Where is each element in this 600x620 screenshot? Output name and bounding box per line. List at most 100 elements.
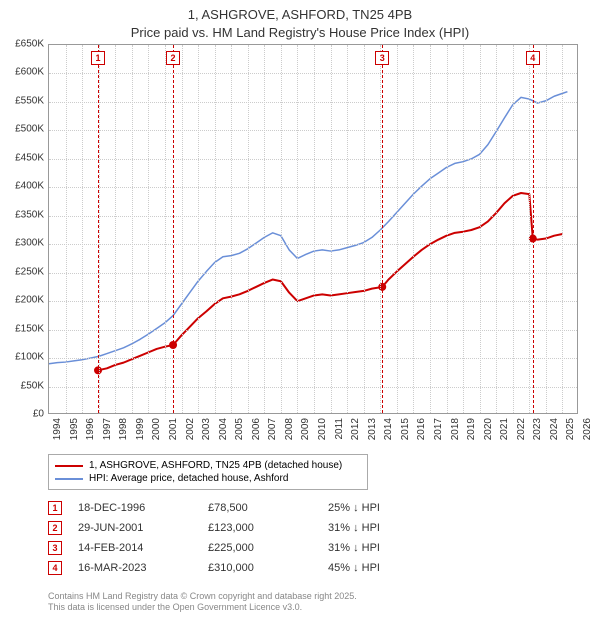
sale-event-price: £225,000 [208,542,328,554]
gridline-v [115,45,116,413]
gridline-v [82,45,83,413]
sale-marker-badge: 2 [166,51,180,65]
y-tick-label: £0 [0,409,44,420]
sale-event-price: £310,000 [208,562,328,574]
gridline-v [215,45,216,413]
gridline-h [49,102,577,103]
gridline-h [49,244,577,245]
gridline-h [49,358,577,359]
x-tick-label: 2006 [251,418,262,440]
x-tick-label: 2005 [234,418,245,440]
gridline-v [132,45,133,413]
gridline-v [413,45,414,413]
gridline-v [231,45,232,413]
title-line-1: 1, ASHGROVE, ASHFORD, TN25 4PB [0,6,600,24]
sale-marker-line [533,45,534,413]
title-block: 1, ASHGROVE, ASHFORD, TN25 4PB Price pai… [0,0,600,45]
chart-container: 1, ASHGROVE, ASHFORD, TN25 4PB Price pai… [0,0,600,620]
x-tick-label: 2004 [218,418,229,440]
gridline-v [380,45,381,413]
legend-swatch-price [55,465,83,467]
gridline-v [364,45,365,413]
table-row: 314-FEB-2014£225,00031% ↓ HPI [48,538,568,558]
footer-line-2: This data is licensed under the Open Gov… [48,602,357,614]
gridline-h [49,387,577,388]
sale-marker-badge: 1 [91,51,105,65]
x-tick-label: 2022 [516,418,527,440]
x-tick-label: 2002 [185,418,196,440]
x-tick-label: 2015 [400,418,411,440]
x-tick-label: 2020 [483,418,494,440]
gridline-v [347,45,348,413]
y-tick-label: £200K [0,295,44,306]
x-tick-label: 2021 [499,418,510,440]
series-line-hpi [49,92,567,364]
sale-event-date: 16-MAR-2023 [78,562,208,574]
y-tick-label: £550K [0,95,44,106]
gridline-v [562,45,563,413]
sale-event-diff: 31% ↓ HPI [328,542,508,554]
gridline-v [198,45,199,413]
gridline-h [49,159,577,160]
title-line-2: Price paid vs. HM Land Registry's House … [0,24,600,42]
y-tick-label: £600K [0,67,44,78]
x-tick-label: 2023 [532,418,543,440]
legend-row-hpi: HPI: Average price, detached house, Ashf… [55,472,361,485]
x-tick-label: 1997 [102,418,113,440]
gridline-v [331,45,332,413]
gridline-v [248,45,249,413]
y-tick-label: £350K [0,209,44,220]
gridline-v [148,45,149,413]
gridline-v [463,45,464,413]
sale-event-badge: 1 [48,501,62,515]
gridline-v [546,45,547,413]
sale-marker-line [173,45,174,413]
gridline-h [49,187,577,188]
x-tick-label: 2009 [300,418,311,440]
x-tick-label: 2008 [284,418,295,440]
sale-event-price: £123,000 [208,522,328,534]
sale-event-price: £78,500 [208,502,328,514]
table-row: 118-DEC-1996£78,50025% ↓ HPI [48,498,568,518]
gridline-v [529,45,530,413]
x-tick-label: 2003 [201,418,212,440]
x-tick-label: 2026 [582,418,593,440]
gridline-h [49,73,577,74]
gridline-v [165,45,166,413]
x-tick-label: 2016 [416,418,427,440]
x-tick-label: 2011 [334,418,345,440]
sale-marker-line [98,45,99,413]
gridline-v [480,45,481,413]
legend-swatch-hpi [55,478,83,480]
table-row: 416-MAR-2023£310,00045% ↓ HPI [48,558,568,578]
gridline-h [49,216,577,217]
sale-event-badge: 2 [48,521,62,535]
y-tick-label: £100K [0,352,44,363]
legend-label-price: 1, ASHGROVE, ASHFORD, TN25 4PB (detached… [89,460,342,471]
gridline-h [49,273,577,274]
x-tick-label: 1995 [69,418,80,440]
x-tick-label: 2019 [466,418,477,440]
sale-event-date: 18-DEC-1996 [78,502,208,514]
gridline-v [66,45,67,413]
sale-event-diff: 45% ↓ HPI [328,562,508,574]
gridline-v [513,45,514,413]
legend-label-hpi: HPI: Average price, detached house, Ashf… [89,473,288,484]
sale-event-badge: 3 [48,541,62,555]
gridline-h [49,130,577,131]
sale-marker-badge: 3 [375,51,389,65]
x-tick-label: 1994 [52,418,63,440]
y-tick-label: £150K [0,323,44,334]
gridline-v [496,45,497,413]
x-tick-label: 2018 [450,418,461,440]
y-tick-label: £400K [0,181,44,192]
gridline-h [49,301,577,302]
x-tick-label: 2000 [151,418,162,440]
x-tick-label: 2012 [350,418,361,440]
sale-marker-line [382,45,383,413]
x-tick-label: 2007 [267,418,278,440]
sales-table: 118-DEC-1996£78,50025% ↓ HPI229-JUN-2001… [48,498,568,578]
x-tick-label: 2017 [433,418,444,440]
attribution-footer: Contains HM Land Registry data © Crown c… [48,591,357,614]
legend-row-price: 1, ASHGROVE, ASHFORD, TN25 4PB (detached… [55,459,361,472]
